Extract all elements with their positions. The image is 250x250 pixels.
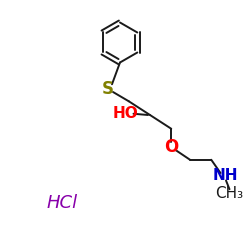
Text: O: O	[164, 138, 178, 156]
Text: S: S	[102, 80, 114, 98]
Text: CH₃: CH₃	[216, 186, 244, 200]
Text: NH: NH	[212, 168, 238, 184]
Text: HCl: HCl	[47, 194, 78, 212]
Text: HO: HO	[112, 106, 138, 121]
